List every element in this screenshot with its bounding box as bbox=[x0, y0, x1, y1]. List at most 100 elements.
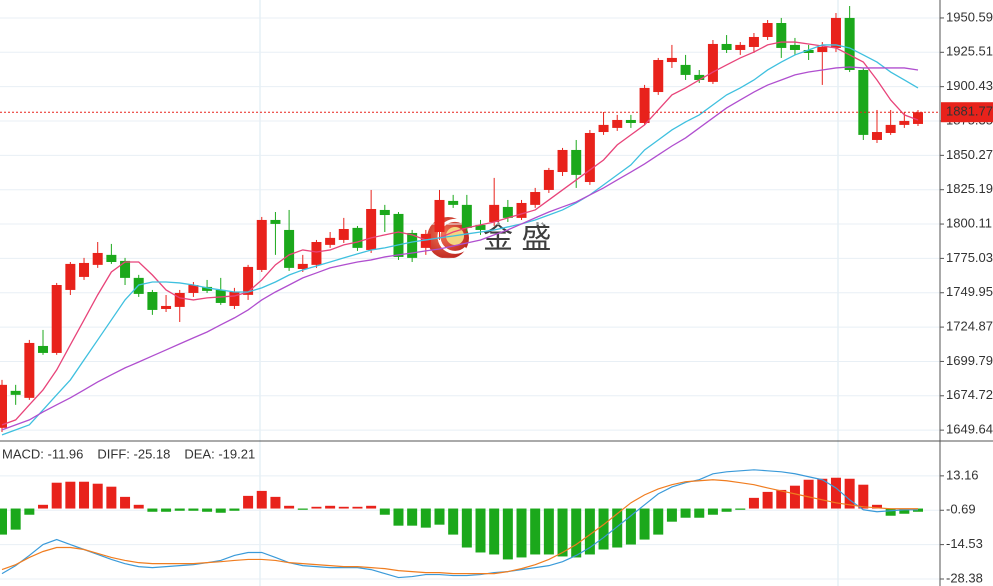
candle-body bbox=[721, 43, 732, 50]
candle-body bbox=[420, 233, 431, 248]
macd-bar bbox=[338, 506, 349, 509]
macd-bar bbox=[229, 508, 240, 511]
y-tick-label: -14.53 bbox=[946, 536, 983, 551]
candle-body bbox=[284, 229, 295, 268]
macd-bar bbox=[448, 508, 459, 535]
macd-bar bbox=[871, 504, 882, 509]
macd-bar bbox=[653, 508, 664, 535]
y-tick-label: 1649.64 bbox=[946, 422, 993, 437]
macd-bar bbox=[803, 479, 814, 509]
candle-body bbox=[338, 228, 349, 240]
macd-bar bbox=[174, 508, 185, 511]
macd-bar bbox=[188, 508, 199, 511]
candle-body bbox=[311, 242, 322, 265]
axis-area: 1950.591925.511900.431875.351850.271825.… bbox=[2, 9, 993, 585]
macd-bar bbox=[79, 481, 90, 509]
macd-bar bbox=[10, 508, 21, 530]
candle-body bbox=[598, 124, 609, 133]
macd-bar bbox=[120, 496, 131, 509]
macd-bar bbox=[147, 508, 158, 512]
macd-bar bbox=[51, 482, 62, 509]
moving-average-line bbox=[1, 66, 919, 431]
candle-body bbox=[516, 202, 527, 218]
candle-body bbox=[653, 59, 664, 93]
candle-body bbox=[256, 219, 267, 270]
macd-bar bbox=[407, 508, 418, 526]
candle-body bbox=[776, 23, 787, 48]
macd-bar bbox=[639, 508, 650, 540]
macd-bar bbox=[461, 508, 472, 548]
candle-body bbox=[0, 384, 7, 428]
candle-body bbox=[489, 204, 500, 223]
candle-body bbox=[817, 46, 828, 53]
candle-body bbox=[789, 44, 800, 50]
candle-body bbox=[147, 291, 158, 310]
y-tick-label: 1775.03 bbox=[946, 250, 993, 265]
plot-area bbox=[0, 6, 940, 580]
candle-body bbox=[557, 149, 568, 173]
candle-body bbox=[24, 342, 35, 398]
candle-body bbox=[885, 124, 896, 133]
candle-body bbox=[393, 213, 404, 257]
candle-body bbox=[762, 23, 773, 37]
candle-body bbox=[543, 169, 554, 190]
macd-bar bbox=[789, 485, 800, 509]
macd-bar bbox=[38, 504, 49, 509]
candle-body bbox=[174, 292, 185, 307]
candle-body bbox=[10, 390, 21, 395]
macd-bar bbox=[0, 508, 7, 535]
macd-bar bbox=[502, 508, 513, 560]
macd-bar bbox=[694, 508, 705, 518]
macd-bar bbox=[817, 478, 828, 509]
y-tick-label: 1925.51 bbox=[946, 44, 993, 59]
candle-body bbox=[803, 49, 814, 54]
macd-bar bbox=[557, 508, 568, 557]
candle-body bbox=[871, 132, 882, 140]
macd-bar bbox=[297, 508, 308, 510]
moving-average-line bbox=[1, 41, 919, 426]
macd-bar bbox=[106, 486, 117, 509]
watermark-text: 金 盛 bbox=[483, 222, 551, 255]
y-tick-label: 13.16 bbox=[946, 467, 979, 482]
candle-body bbox=[379, 209, 390, 216]
y-tick-label: 1699.79 bbox=[946, 353, 993, 368]
candle-body bbox=[571, 149, 582, 175]
macd-bar bbox=[612, 508, 623, 548]
candle-body bbox=[625, 119, 636, 123]
candle-body bbox=[120, 260, 131, 278]
candle-body bbox=[65, 263, 76, 290]
candle-body bbox=[858, 69, 869, 135]
macd-bar bbox=[325, 505, 336, 509]
macd-line bbox=[1, 479, 918, 575]
y-tick-label: 1950.59 bbox=[946, 9, 993, 24]
macd-bar bbox=[352, 506, 363, 509]
candle-body bbox=[502, 206, 513, 218]
candle-body bbox=[448, 200, 459, 205]
y-tick-label: 1749.95 bbox=[946, 284, 993, 299]
legend-label: DEA: -19.21 bbox=[184, 446, 255, 461]
y-tick-label: 1825.19 bbox=[946, 181, 993, 196]
candle-body bbox=[748, 36, 759, 47]
macd-bar bbox=[256, 490, 267, 509]
macd-bar bbox=[598, 508, 609, 550]
macd-bar bbox=[707, 508, 718, 515]
candle-body bbox=[161, 305, 172, 309]
candle-body bbox=[38, 345, 49, 353]
macd-bar bbox=[284, 505, 295, 509]
candle-body bbox=[79, 262, 90, 277]
macd-bar bbox=[858, 484, 869, 509]
y-tick-label: 1800.11 bbox=[946, 215, 992, 230]
candle-body bbox=[202, 286, 213, 291]
macd-bar bbox=[489, 508, 500, 555]
y-tick-label: 1900.43 bbox=[946, 78, 993, 93]
candle-body bbox=[666, 57, 677, 63]
candle-body bbox=[297, 263, 308, 269]
candle-body bbox=[106, 254, 117, 262]
macd-bar bbox=[680, 508, 691, 518]
candle-body bbox=[830, 17, 841, 48]
candle-body bbox=[461, 204, 472, 228]
macd-bar bbox=[243, 495, 254, 509]
candle-body bbox=[694, 74, 705, 80]
macd-bar bbox=[844, 478, 855, 509]
